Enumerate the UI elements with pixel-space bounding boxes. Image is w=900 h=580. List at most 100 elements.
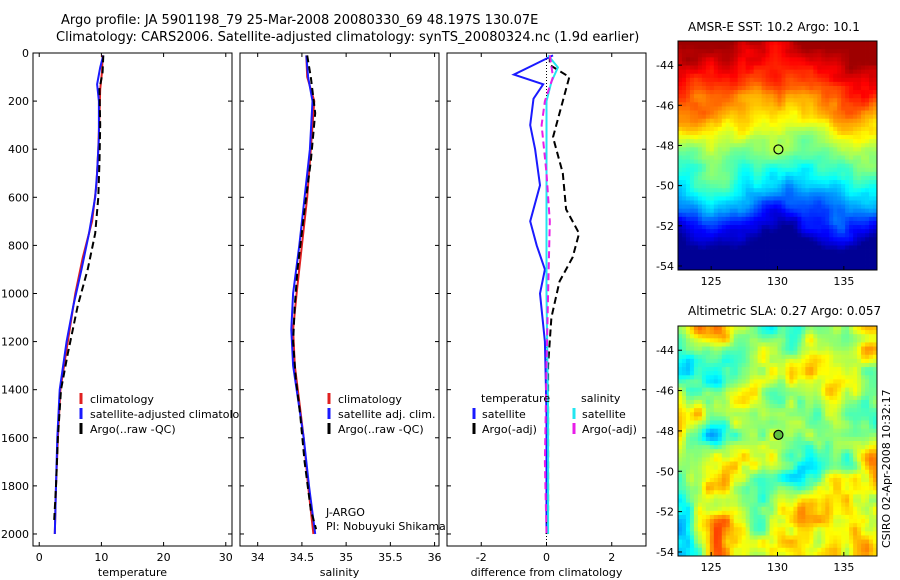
heatmap-cell <box>761 436 766 442</box>
heatmap-cell <box>841 354 846 360</box>
heatmap-cell <box>713 241 719 246</box>
heatmap-cell <box>825 408 830 413</box>
heatmap-cell <box>693 49 699 54</box>
heatmap-cell <box>873 159 878 165</box>
heatmap-cell <box>853 175 858 181</box>
heatmap-cell <box>681 118 687 124</box>
heatmap-cell <box>685 114 691 120</box>
heatmap-cell <box>825 69 830 75</box>
heatmap-cell <box>869 257 874 263</box>
heatmap-cell <box>721 334 727 339</box>
heatmap-cell <box>869 445 874 450</box>
heatmap-cell <box>833 126 838 132</box>
heatmap-cell <box>861 61 866 66</box>
heatmap-cell <box>837 126 842 132</box>
heatmap-cell <box>809 420 814 425</box>
heatmap-cell <box>853 163 858 169</box>
heatmap-cell <box>717 220 723 226</box>
heatmap-cell <box>757 334 762 339</box>
heatmap-cell <box>745 204 751 210</box>
heatmap-cell <box>685 441 691 446</box>
heatmap-cell <box>853 130 858 136</box>
heatmap-cell <box>769 139 774 144</box>
heatmap-cell <box>749 354 755 360</box>
heatmap-cell <box>725 383 731 389</box>
heatmap-cell <box>765 420 770 425</box>
heatmap-cell <box>769 436 774 442</box>
heatmap-cell <box>689 412 695 417</box>
heatmap-cell <box>781 216 786 222</box>
heatmap-cell <box>757 367 762 372</box>
heatmap-cell <box>717 159 723 165</box>
heatmap-cell <box>733 229 739 234</box>
heatmap-cell <box>681 257 687 263</box>
heatmap-cell <box>697 90 703 95</box>
heatmap-cell <box>713 159 719 165</box>
heatmap-cell <box>729 350 735 356</box>
heatmap-cell <box>825 330 830 335</box>
heatmap-cell <box>753 229 758 234</box>
heatmap-cell <box>829 130 834 136</box>
heatmap-cell <box>789 122 794 128</box>
heatmap-cell <box>837 436 842 442</box>
heatmap-cell <box>761 53 766 58</box>
heatmap-cell <box>797 147 802 152</box>
heatmap-cell <box>853 404 858 409</box>
heatmap-cell <box>741 65 747 71</box>
heatmap-cell <box>678 159 683 165</box>
heatmap-cell <box>689 61 695 66</box>
heatmap-cell <box>749 330 755 335</box>
heatmap-cell <box>805 200 810 205</box>
heatmap-cell <box>685 387 691 393</box>
heatmap-cell <box>797 482 802 487</box>
heatmap-cell <box>873 126 878 132</box>
heatmap-cell <box>813 412 818 417</box>
heatmap-cell <box>745 184 751 189</box>
heatmap-cell <box>761 424 766 430</box>
heatmap-cell <box>785 453 790 458</box>
heatmap-cell <box>793 110 798 116</box>
heatmap-cell <box>689 196 695 201</box>
heatmap-cell <box>713 126 719 132</box>
heatmap-cell <box>809 265 814 271</box>
heatmap-cell <box>857 85 862 91</box>
heatmap-cell <box>833 220 838 226</box>
heatmap-cell <box>737 358 743 364</box>
heatmap-cell <box>761 469 766 475</box>
heatmap-cell <box>845 180 850 185</box>
heatmap-cell <box>765 404 770 409</box>
heatmap-cell <box>693 155 699 160</box>
heatmap-cell <box>777 212 782 218</box>
heatmap-cell <box>745 110 751 116</box>
heatmap-cell <box>705 69 711 75</box>
heatmap-cell <box>773 346 778 352</box>
heatmap-cell <box>689 69 695 75</box>
heatmap-cell <box>685 163 691 169</box>
heatmap-cell <box>809 130 814 136</box>
heatmap-cell <box>701 408 707 413</box>
heatmap-cell <box>809 399 814 405</box>
heatmap-cell <box>789 98 794 103</box>
heatmap-cell <box>861 457 866 462</box>
heatmap-cell <box>845 350 850 356</box>
heatmap-cell <box>833 334 838 339</box>
heatmap-cell <box>841 257 846 263</box>
heatmap-cell <box>861 465 866 471</box>
heatmap-cell <box>709 225 715 230</box>
heatmap-cell <box>725 461 731 467</box>
heatmap-cell <box>869 196 874 201</box>
heatmap-cell <box>845 253 850 259</box>
heatmap-cell <box>821 114 826 120</box>
heatmap-cell <box>857 94 862 99</box>
heatmap-cell <box>845 114 850 120</box>
heatmap-cell <box>817 432 822 438</box>
heatmap-cell <box>761 383 766 389</box>
heatmap-cell <box>685 383 691 389</box>
heatmap-cell <box>697 167 703 173</box>
heatmap-cell <box>737 94 743 99</box>
heatmap-cell <box>757 220 762 226</box>
heatmap-cell <box>801 57 806 62</box>
heatmap-cell <box>841 367 846 372</box>
heatmap-cell <box>737 395 743 401</box>
heatmap-cell <box>813 233 818 238</box>
